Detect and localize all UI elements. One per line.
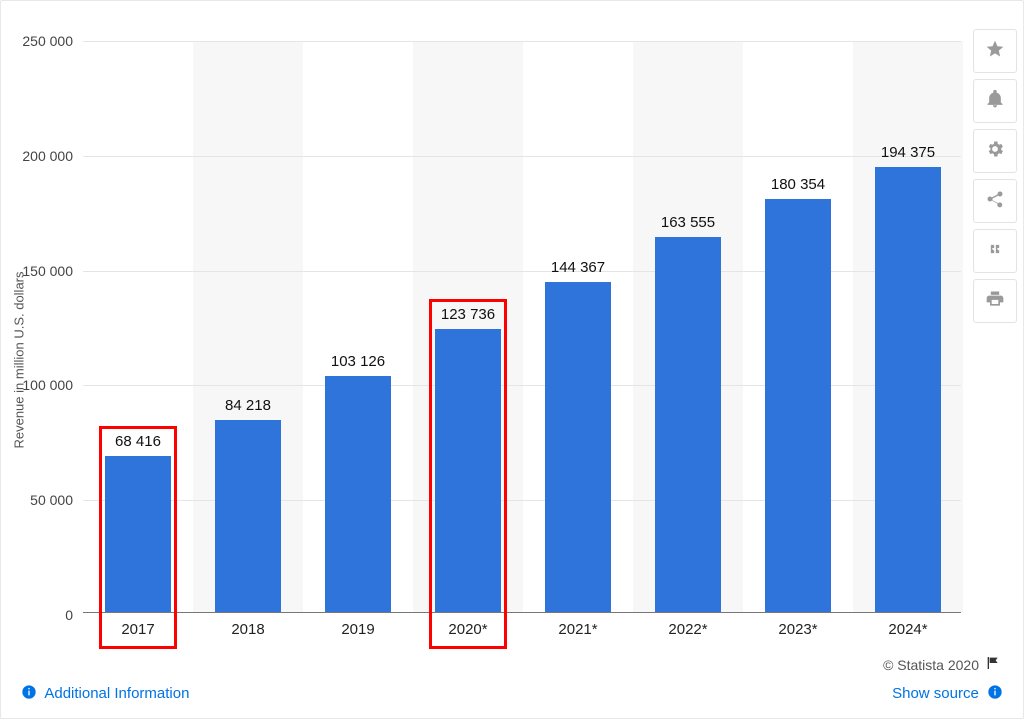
additional-info-link[interactable]: Additional Information [21, 684, 189, 704]
bar[interactable] [105, 456, 171, 613]
x-tick-label: 2024* [848, 613, 968, 638]
quote-icon [985, 239, 1005, 264]
side-toolbar [973, 29, 1017, 323]
info-icon [21, 684, 37, 704]
chart-plot-area: 68 416201784 2182018103 1262019123 73620… [83, 41, 961, 613]
y-tick-label: 50 000 [30, 492, 83, 508]
print-button[interactable] [973, 279, 1017, 323]
show-source-link[interactable]: Show source [892, 684, 1003, 704]
gear-button[interactable] [973, 129, 1017, 173]
chart-footer: Additional Information Show source [21, 684, 1003, 704]
bar-value-label: 103 126 [298, 353, 418, 370]
chart-card: Revenue in million U.S. dollars 68 41620… [0, 0, 1024, 719]
plot-inner: 68 416201784 2182018103 1262019123 73620… [83, 41, 961, 613]
bar[interactable] [435, 329, 501, 613]
quote-button[interactable] [973, 229, 1017, 273]
gear-icon [985, 139, 1005, 164]
x-tick-label: 2017 [78, 613, 198, 638]
bar[interactable] [545, 282, 611, 613]
bar-value-label: 163 555 [628, 214, 748, 231]
x-tick-label: 2019 [298, 613, 418, 638]
flag-icon[interactable] [985, 655, 1001, 674]
bar[interactable] [655, 237, 721, 613]
share-icon [985, 189, 1005, 214]
bar-value-label: 123 736 [408, 306, 528, 323]
x-axis-line [83, 612, 961, 613]
x-tick-label: 2022* [628, 613, 748, 638]
gridline [83, 156, 961, 157]
y-tick-label: 150 000 [22, 263, 83, 279]
x-tick-label: 2020* [408, 613, 528, 638]
bar[interactable] [325, 376, 391, 613]
y-tick-label: 100 000 [22, 377, 83, 393]
bar-value-label: 144 367 [518, 259, 638, 276]
gridline [83, 41, 961, 42]
bar[interactable] [875, 167, 941, 613]
bell-icon [985, 89, 1005, 114]
x-tick-label: 2021* [518, 613, 638, 638]
bar[interactable] [215, 420, 281, 613]
x-tick-label: 2023* [738, 613, 858, 638]
y-axis-title: Revenue in million U.S. dollars [12, 271, 27, 448]
show-source-label: Show source [892, 685, 979, 702]
copyright-row: © Statista 2020 [883, 655, 1001, 674]
copyright-text: © Statista 2020 [883, 657, 979, 673]
additional-info-label: Additional Information [44, 685, 189, 702]
bar-value-label: 180 354 [738, 176, 858, 193]
info-icon [987, 684, 1003, 704]
y-tick-label: 250 000 [22, 33, 83, 49]
x-tick-label: 2018 [188, 613, 308, 638]
favorite-icon [985, 39, 1005, 64]
print-icon [985, 289, 1005, 314]
bell-button[interactable] [973, 79, 1017, 123]
bar-value-label: 194 375 [848, 144, 968, 161]
bar-value-label: 68 416 [78, 433, 198, 450]
y-tick-label: 0 [65, 607, 83, 623]
bar[interactable] [765, 199, 831, 613]
favorite-button[interactable] [973, 29, 1017, 73]
bar-value-label: 84 218 [188, 397, 308, 414]
share-button[interactable] [973, 179, 1017, 223]
y-tick-label: 200 000 [22, 148, 83, 164]
